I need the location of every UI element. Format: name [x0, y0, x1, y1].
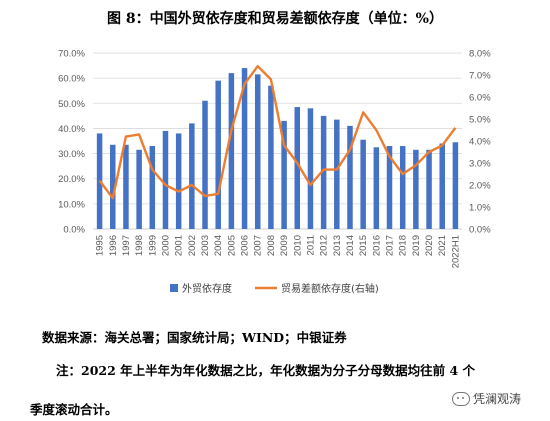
left-axis-ticks: 0.0% 10.0% 20.0% 30.0% 40.0% 50.0% 60.0% 70.0% — [58, 49, 85, 236]
bar — [281, 120, 287, 229]
x-tick-label: 1996 — [108, 235, 119, 256]
x-tick-label: 1997 — [121, 235, 132, 256]
x-tick-label: 1999 — [147, 235, 158, 256]
bar — [360, 139, 366, 229]
x-tick-label: 2009 — [279, 235, 290, 256]
bar — [386, 146, 393, 229]
chart: 0.0%10.0%20.0%30.0%40.0%50.0%60.0%70.0% … — [58, 49, 491, 296]
x-tick-label: 2000 — [160, 235, 171, 256]
note-line-1: 注：2022 年上半年为年化数据之比，年化数据为分子分母数据均往前 4 个 — [56, 363, 476, 378]
right-tick-label: 8.0% — [469, 49, 491, 60]
left-tick-label: 60.0% — [58, 74, 85, 85]
bar — [254, 74, 261, 229]
bar — [439, 143, 445, 229]
bar — [123, 144, 129, 229]
x-tick-label: 2004 — [213, 235, 224, 256]
x-tick-label: 2006 — [240, 235, 251, 256]
x-tick-label: 2014 — [345, 235, 356, 256]
legend: 外贸依存度 贸易差额依存度(右轴) — [170, 282, 379, 295]
right-tick-label: 5.0% — [469, 115, 491, 126]
bar — [175, 133, 182, 229]
right-tick-label: 3.0% — [469, 159, 491, 170]
x-tick-label: 2003 — [200, 235, 211, 256]
bar-series — [96, 68, 459, 230]
x-tick-label: 2008 — [266, 235, 277, 256]
bar — [241, 68, 248, 229]
left-tick-label: 20.0% — [58, 174, 85, 185]
x-tick-label: 1998 — [134, 235, 145, 256]
left-tick-label: 0.0% — [63, 225, 85, 236]
x-tick-label: 2012 — [319, 235, 330, 256]
wechat-icon — [452, 391, 470, 406]
x-tick-label: 2017 — [385, 235, 396, 256]
bar — [307, 108, 314, 229]
legend-line-label: 贸易差额依存度(右轴) — [281, 282, 379, 295]
bar — [136, 149, 142, 229]
x-tick-label: 2016 — [371, 235, 382, 256]
data-source: 数据来源：海关总署；国家统计局；WIND；中银证券 — [42, 330, 347, 345]
right-tick-label: 0.0% — [469, 225, 491, 236]
x-tick-label: 2001 — [174, 235, 185, 256]
left-tick-label: 30.0% — [58, 149, 85, 160]
x-tick-label: 2020 — [424, 235, 435, 256]
bar — [215, 80, 221, 230]
right-tick-label: 7.0% — [469, 71, 491, 82]
bar — [373, 147, 380, 229]
x-tick-label: 1995 — [95, 235, 106, 256]
right-tick-label: 6.0% — [469, 93, 491, 104]
bar — [320, 115, 327, 229]
bar — [334, 119, 340, 229]
bar — [294, 107, 301, 229]
x-tick-label: 2007 — [253, 235, 264, 256]
x-tick-label: 2011 — [305, 235, 316, 255]
bar — [228, 73, 235, 229]
x-axis-ticks: 1995 1996 1997 1998 1999 2000 2001 2002 2003 2004… — [95, 235, 462, 268]
x-tick-label: 2022H1 — [450, 235, 461, 268]
chart-title: 图 8：中国外贸依存度和贸易差额依存度（单位：%） — [107, 11, 443, 27]
bar — [452, 142, 459, 229]
watermark-text: 凭澜观涛 — [473, 392, 522, 406]
bar — [268, 85, 274, 229]
x-tick-label: 2002 — [187, 235, 198, 256]
watermark: 凭澜观涛 — [452, 390, 521, 407]
legend-bar-label: 外贸依存度 — [182, 282, 232, 295]
bar — [347, 125, 353, 229]
left-tick-label: 70.0% — [58, 49, 85, 60]
right-tick-label: 4.0% — [469, 137, 491, 148]
x-tick-label: 2021 — [437, 235, 448, 256]
right-axis-ticks: 0.0% 1.0% 2.0% 3.0% 4.0% 5.0% 6.0% 7.0% 8.0% — [469, 49, 491, 236]
x-tick-label: 2013 — [332, 235, 343, 256]
bar — [399, 146, 406, 229]
x-tick-label: 2010 — [292, 235, 303, 256]
bar — [202, 100, 208, 230]
bar — [162, 130, 169, 229]
legend-bar-swatch — [170, 284, 178, 292]
left-tick-label: 50.0% — [58, 99, 85, 110]
x-tick-label: 2019 — [411, 235, 422, 256]
right-tick-label: 1.0% — [469, 203, 491, 214]
right-tick-label: 2.0% — [469, 181, 491, 192]
x-tick-label: 2018 — [398, 235, 409, 256]
x-tick-label: 2005 — [226, 235, 237, 256]
left-tick-label: 10.0% — [58, 199, 85, 210]
bar — [426, 149, 432, 229]
note-line-2: 季度滚动合计。 — [30, 402, 118, 417]
line-series — [98, 65, 457, 200]
bar — [189, 123, 195, 229]
x-tick-label: 2015 — [358, 235, 369, 256]
left-tick-label: 40.0% — [58, 124, 85, 135]
bar — [110, 144, 116, 229]
gridlines — [93, 52, 462, 230]
bar — [413, 149, 419, 229]
bar — [149, 146, 156, 229]
